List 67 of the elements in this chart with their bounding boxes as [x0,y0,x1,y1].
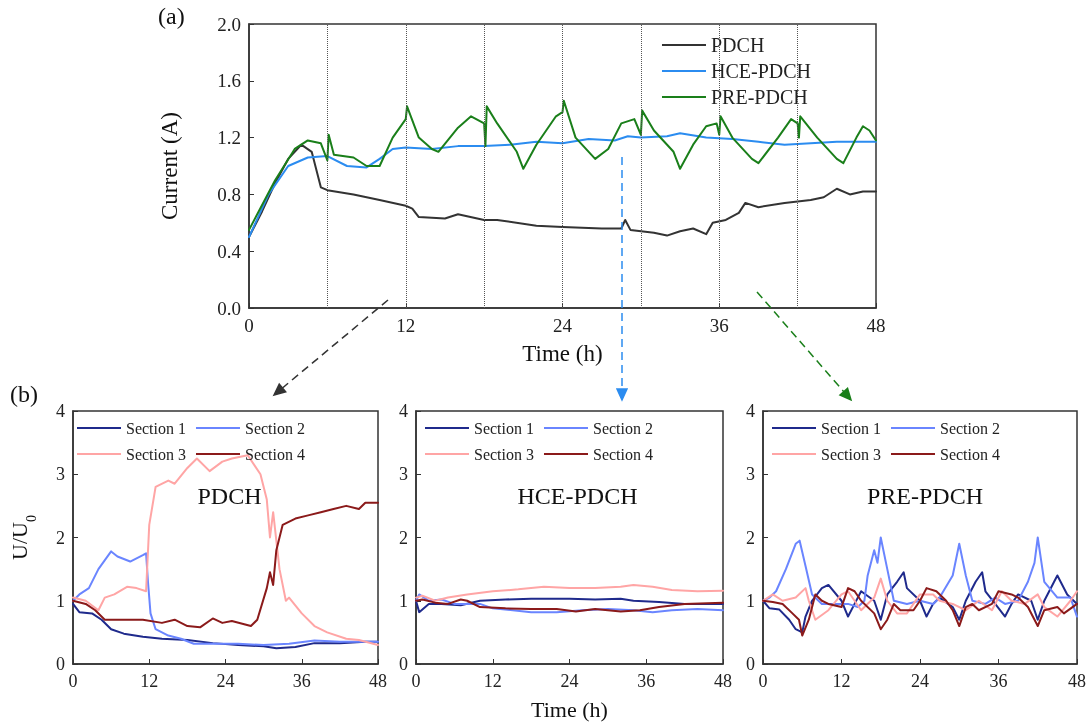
y-tick-label: 3 [56,464,65,485]
x-tick-label: 48 [1068,671,1086,691]
x-tick-label: 36 [637,671,656,691]
y-tick-label: 0 [399,654,408,674]
x-tick-label: 48 [866,315,886,336]
y-tick-label: 3 [746,464,755,485]
x-tick-label: 0 [244,315,254,336]
x-tick-label: 36 [292,671,311,691]
legend-label: Section 3 [474,445,534,463]
y-tick-label: 3 [399,464,408,485]
legend-label: Section 4 [939,445,1000,463]
legend-label: Section 2 [244,419,305,437]
legend-label: Section 4 [244,445,305,463]
y-tick-label: 1 [56,590,65,611]
text: PRE-PDCH [866,483,984,510]
y-tick-label: 0.0 [217,297,241,319]
x-tick-label: 12 [832,671,851,691]
line-series [762,571,1078,634]
y-tick-label: 1.2 [217,127,241,149]
line-series [762,587,1078,637]
legend-label: Section 2 [592,419,653,437]
x-axis-title: Time (h) [522,341,603,366]
x-tick-label: 48 [714,671,732,691]
x-axis-title: Time (h) [531,696,608,722]
y-axis-title: Current (A) [157,112,182,220]
x-tick-label: 24 [216,671,235,691]
legend-label: Section 1 [126,419,186,437]
x-tick-label: 24 [553,315,573,336]
legend-label: Section 2 [939,419,1000,437]
y-tick-label: 2.0 [217,13,241,35]
y-axis-title: U/U0 [6,515,39,560]
legend-label: Section 3 [821,445,881,463]
legend-label: PRE-PDCH [710,86,808,108]
y-tick-label: 1.6 [217,70,241,92]
y-tick-label: 4 [399,401,408,421]
x-tick-label: 12 [140,671,159,691]
text: (b) [10,381,38,407]
line-series [762,577,1078,621]
legend-label: Section 1 [821,419,881,437]
y-tick-label: 2 [399,527,408,548]
x-tick-label: 24 [560,671,579,691]
y-tick-label: 2 [746,527,755,548]
legend-label: Section 4 [592,445,653,463]
line-series [72,550,379,647]
y-tick-label: 4 [56,401,65,421]
legend-label: Section 1 [474,419,534,437]
x-tick-label: 36 [709,315,729,336]
x-tick-label: 24 [911,671,929,691]
legend-label: HCE-PDCH [710,60,812,82]
y-tick-label: 0.8 [217,183,241,205]
x-tick-label: 12 [483,671,502,691]
y-tick-label: 0.4 [217,240,242,262]
y-tick-label: 2 [56,527,65,548]
y-tick-label: 4 [746,401,755,421]
x-tick-label: 36 [989,671,1008,691]
y-tick-label: 0 [56,654,65,674]
x-tick-label: 12 [396,315,416,336]
text: HCE-PDCH [517,483,638,510]
text: (a) [158,3,185,29]
x-tick-label: 48 [369,671,387,691]
y-tick-label: 1 [399,590,408,611]
legend-label: PDCH [710,34,765,56]
legend-label: Section 3 [126,445,186,463]
line-series [415,583,724,602]
y-tick-label: 1 [746,590,755,611]
text: PDCH [197,483,262,510]
y-tick-label: 0 [746,654,755,674]
